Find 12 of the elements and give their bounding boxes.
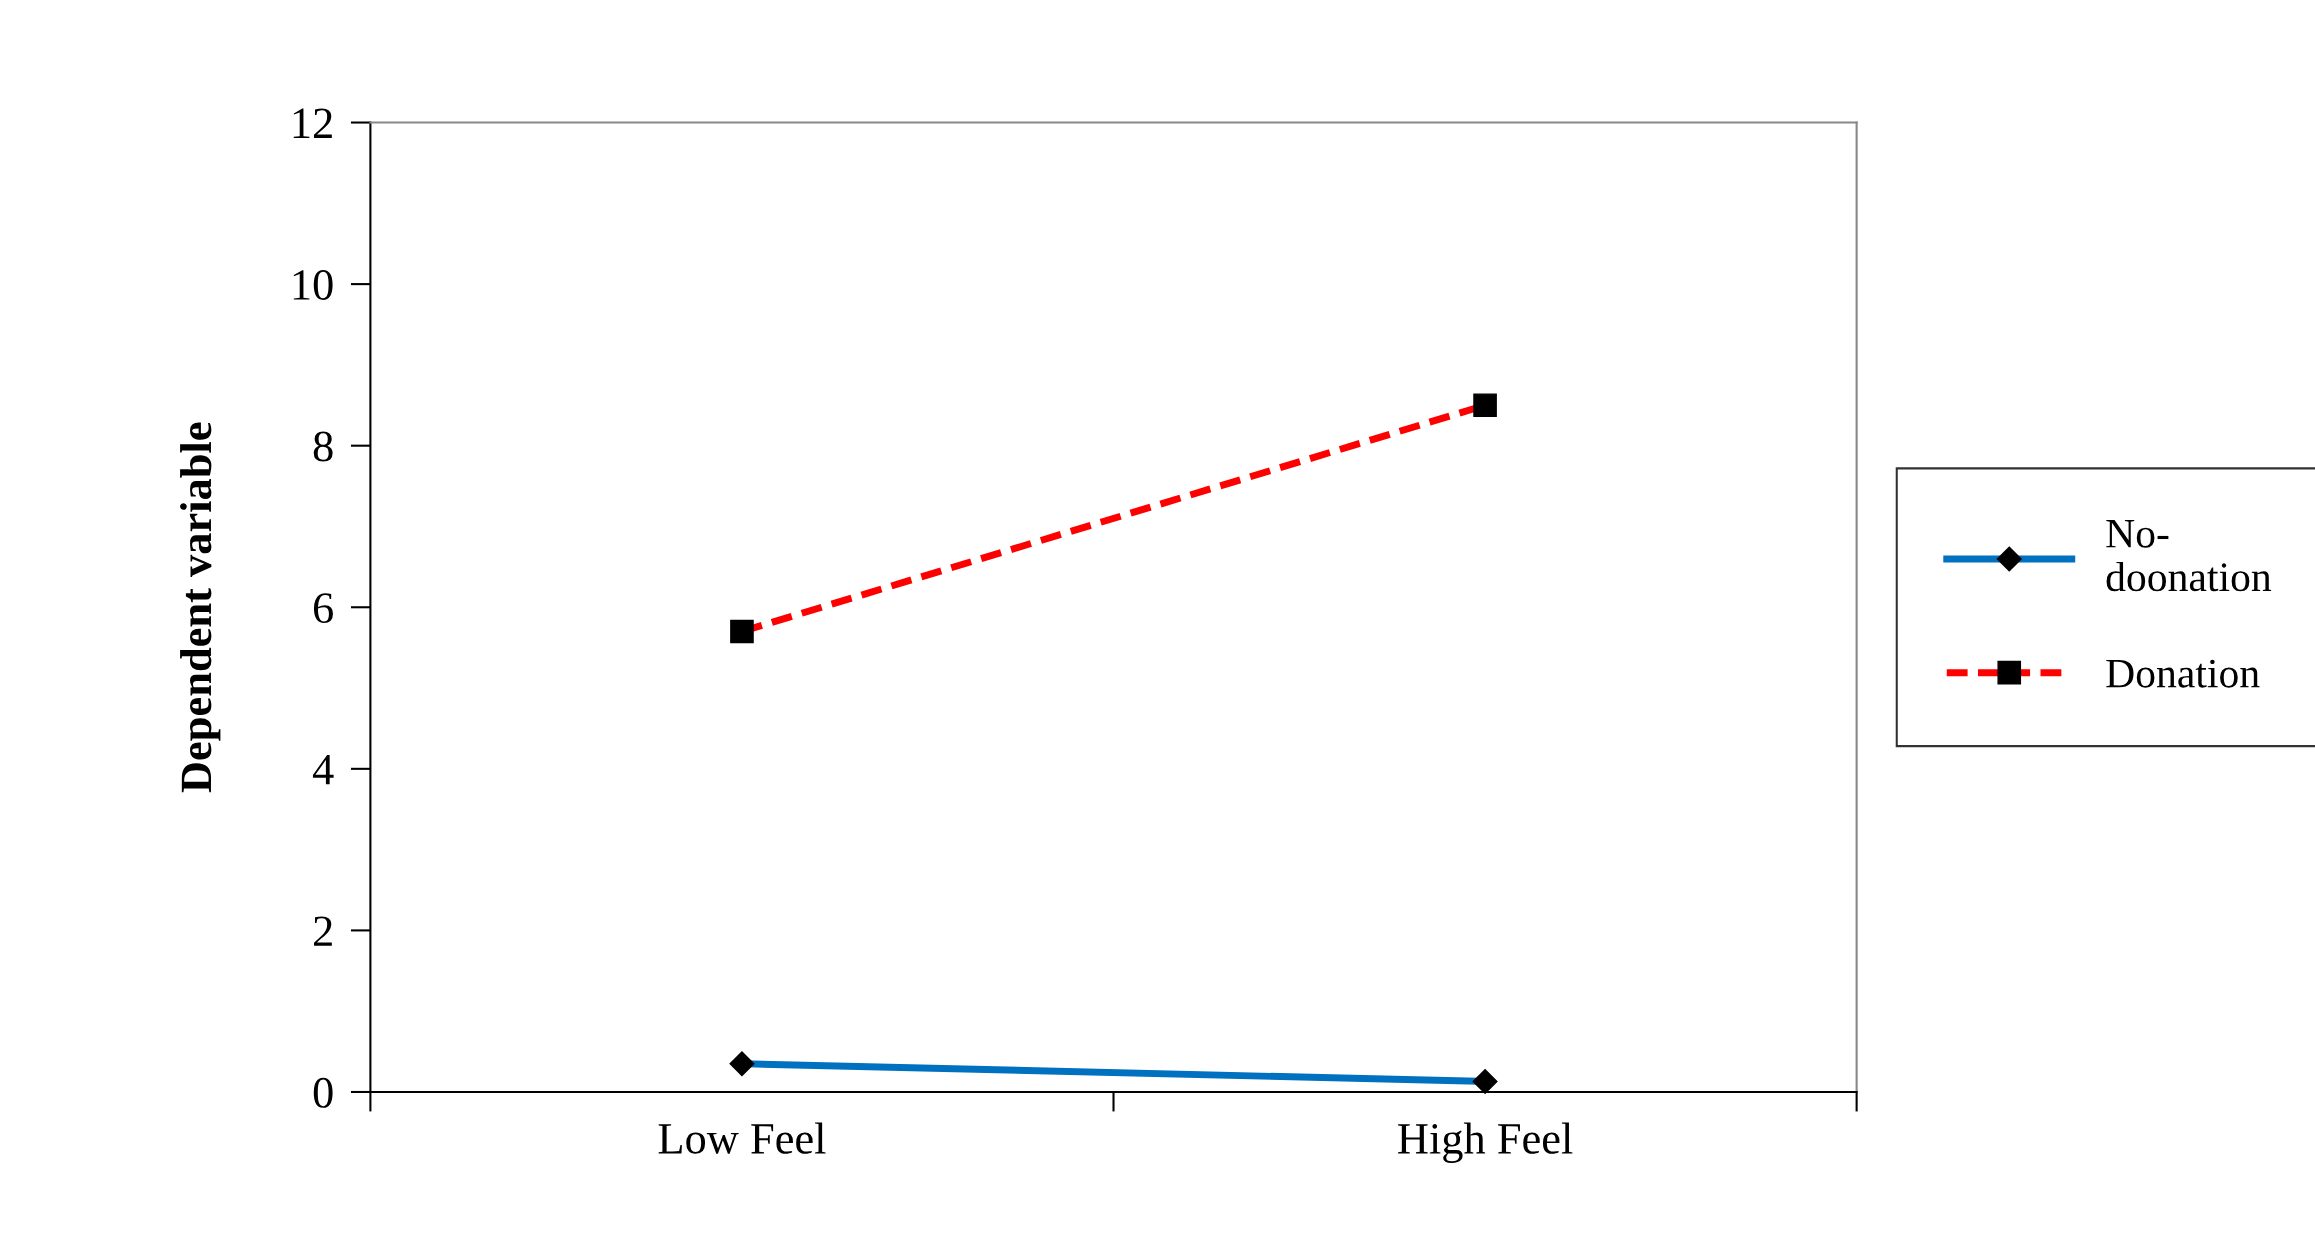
y-tick-label: 2 [314, 916, 332, 946]
y-tick-label: 8 [313, 431, 333, 462]
x-tick-label: High Feel [1398, 1122, 1573, 1163]
y-tick-label: 12 [293, 108, 332, 138]
y-axis-title: Dependent variable [180, 422, 221, 793]
legend-label: Donation [2106, 659, 2260, 688]
y-tick-label: 4 [312, 755, 334, 785]
y-tick-label: 6 [313, 593, 333, 624]
x-tick-label: Low Feel [658, 1122, 826, 1154]
y-tick-label: 10 [293, 269, 333, 300]
y-tick-label: 0 [313, 1077, 333, 1108]
legend-label: No- doonation [2106, 520, 2272, 592]
